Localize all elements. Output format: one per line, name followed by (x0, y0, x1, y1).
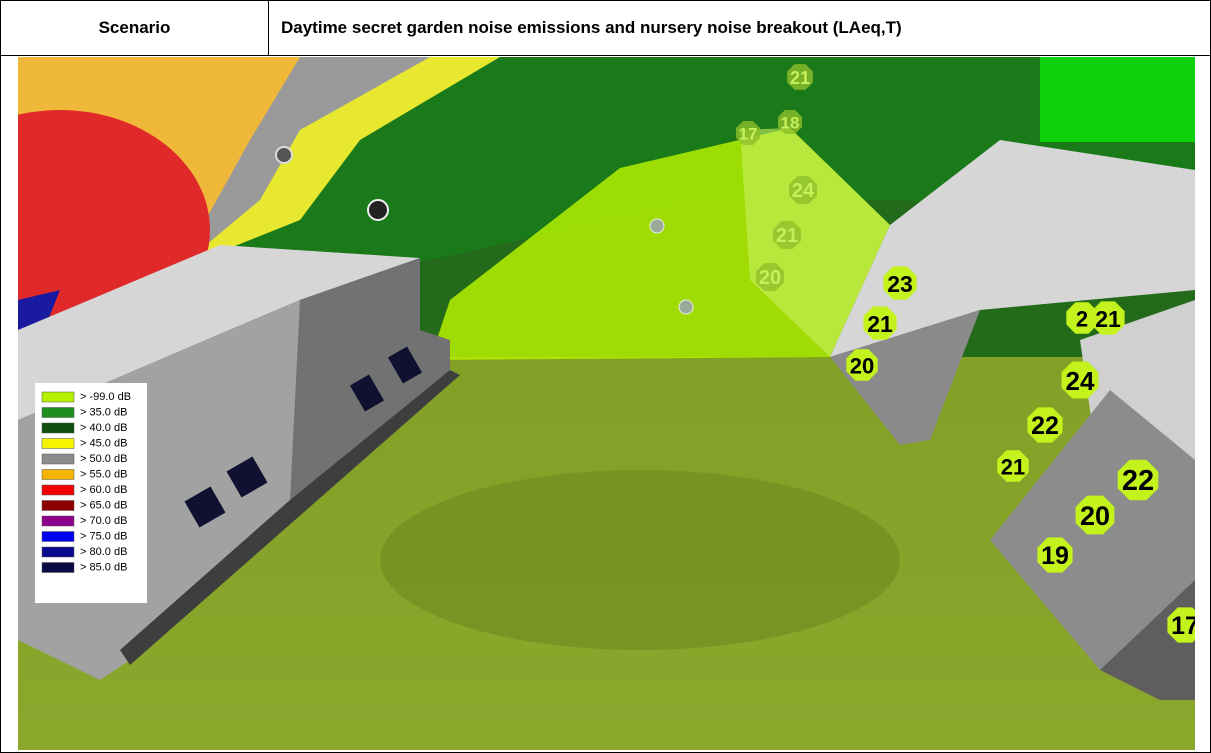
legend-label: > 55.0 dB (80, 469, 127, 481)
legend-label: > 85.0 dB (80, 562, 127, 574)
ground-texture (380, 470, 900, 650)
receptor-label: 24 (1066, 366, 1095, 396)
receptor-label: 22 (1122, 465, 1154, 497)
receptor-label: 20 (759, 267, 781, 289)
legend-label: > 45.0 dB (80, 438, 127, 450)
legend-label: > 35.0 dB (80, 407, 127, 419)
legend-label: > 50.0 dB (80, 453, 127, 465)
receptor-label: 17 (1171, 612, 1195, 640)
receptor-label: 17 (739, 125, 758, 144)
receptor-label: 2 (1076, 307, 1088, 332)
receptor-label: 23 (887, 271, 913, 297)
legend-swatch (42, 485, 74, 495)
receptor-label: 21 (1001, 455, 1025, 480)
noise-map: > -99.0 dB > 35.0 dB > 40.0 dB > 45.0 dB > 5… (18, 57, 1195, 750)
receptor-label: 18 (781, 114, 800, 133)
receptor-label: 21 (867, 311, 893, 337)
source-marker (276, 147, 292, 163)
receptor-label: 24 (792, 180, 815, 202)
legend-label: > 70.0 dB (80, 515, 127, 527)
legend-label: > 75.0 dB (80, 531, 127, 543)
legend-swatch (42, 439, 74, 449)
receptor-label: 20 (1080, 501, 1110, 531)
receptor-label: 21 (1095, 306, 1121, 332)
header-cell: Scenario (0, 0, 269, 56)
legend-label: > 40.0 dB (80, 422, 127, 434)
legend-swatch (42, 563, 74, 573)
legend-swatch (42, 532, 74, 542)
legend-label: > -99.0 dB (80, 391, 131, 403)
source-marker (368, 200, 388, 220)
legend: > -99.0 dB > 35.0 dB > 40.0 dB > 45.0 dB > 5… (35, 383, 147, 603)
receptor-label: 20 (850, 354, 874, 379)
legend-swatch (42, 392, 74, 402)
legend-swatch (42, 547, 74, 557)
receptor-label: 21 (790, 68, 810, 88)
legend-swatch (42, 454, 74, 464)
legend-swatch (42, 470, 74, 480)
receptor-label: 19 (1041, 542, 1069, 570)
contour-bright (1040, 57, 1195, 142)
source-marker (650, 219, 664, 233)
legend-swatch (42, 408, 74, 418)
receptor-label: 21 (776, 225, 798, 247)
header-cell: Daytime secret garden noise emissions an… (268, 0, 1211, 56)
legend-label: > 80.0 dB (80, 546, 127, 558)
source-marker (679, 300, 693, 314)
legend-swatch (42, 501, 74, 511)
page: Scenario Daytime secret garden noise emi… (0, 0, 1211, 753)
receptor-label: 22 (1031, 412, 1059, 440)
legend-label: > 60.0 dB (80, 484, 127, 496)
legend-swatch (42, 516, 74, 526)
legend-swatch (42, 423, 74, 433)
legend-label: > 65.0 dB (80, 500, 127, 512)
